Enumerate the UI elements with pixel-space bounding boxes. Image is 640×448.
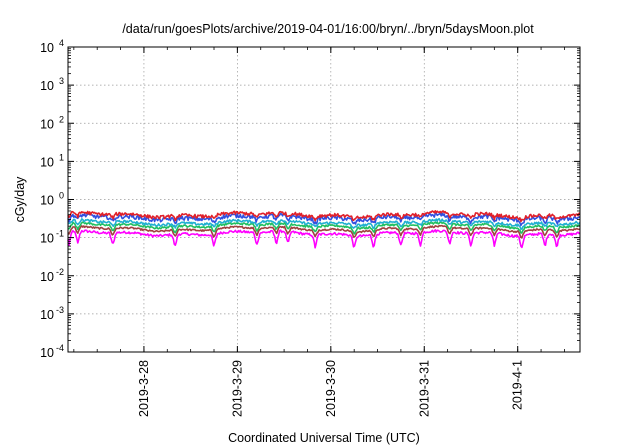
y-tick-exponent: -1: [56, 229, 64, 239]
y-tick-exponent: 2: [59, 114, 64, 124]
grid: [68, 47, 580, 352]
data-series-line: [67, 210, 581, 223]
y-tick-label: 10: [40, 194, 54, 208]
y-tick-label: 10: [40, 155, 54, 169]
x-tick-label: 2019-3-30: [324, 360, 338, 417]
x-axis-label: Coordinated Universal Time (UTC): [228, 431, 420, 445]
axis-ticks: [68, 46, 580, 353]
y-tick-exponent: 3: [59, 76, 64, 86]
y-tick-exponent: 1: [59, 152, 64, 162]
y-tick-exponent: 4: [59, 38, 64, 48]
y-tick-label: 10: [40, 117, 54, 131]
y-tick-label: 10: [40, 308, 54, 322]
x-tick-labels: 2019-3-28 2019-3-29 2019-3-30 2019-3-31 2019…: [137, 360, 525, 417]
y-tick-label: 10: [40, 346, 54, 360]
y-axis-label: cGy/day: [13, 176, 27, 223]
series-layer: [67, 210, 581, 249]
y-tick-exponent: 0: [59, 191, 64, 201]
x-tick-label: 2019-3-31: [417, 360, 431, 417]
y-tick-label: 10: [40, 79, 54, 93]
y-tick-exponent: -4: [56, 343, 64, 353]
data-series-line: [67, 212, 580, 227]
y-tick-exponent: -2: [56, 267, 64, 277]
x-tick-label: 2019-3-29: [230, 360, 244, 417]
data-series-line: [67, 218, 581, 230]
x-tick-label: 2019-3-28: [137, 360, 151, 417]
x-tick-label: 2019-4-1: [511, 360, 525, 410]
y-tick-label: 10: [40, 232, 54, 246]
data-series-line: [67, 224, 581, 239]
chart-title: /data/run/goesPlots/archive/2019-04-01/1…: [122, 22, 534, 36]
y-tick-label: 10: [40, 270, 54, 284]
data-series-line: [67, 229, 581, 249]
y-tick-exponent: -3: [56, 305, 64, 315]
y-tick-label: 10: [40, 41, 54, 55]
data-series-line: [67, 221, 581, 235]
